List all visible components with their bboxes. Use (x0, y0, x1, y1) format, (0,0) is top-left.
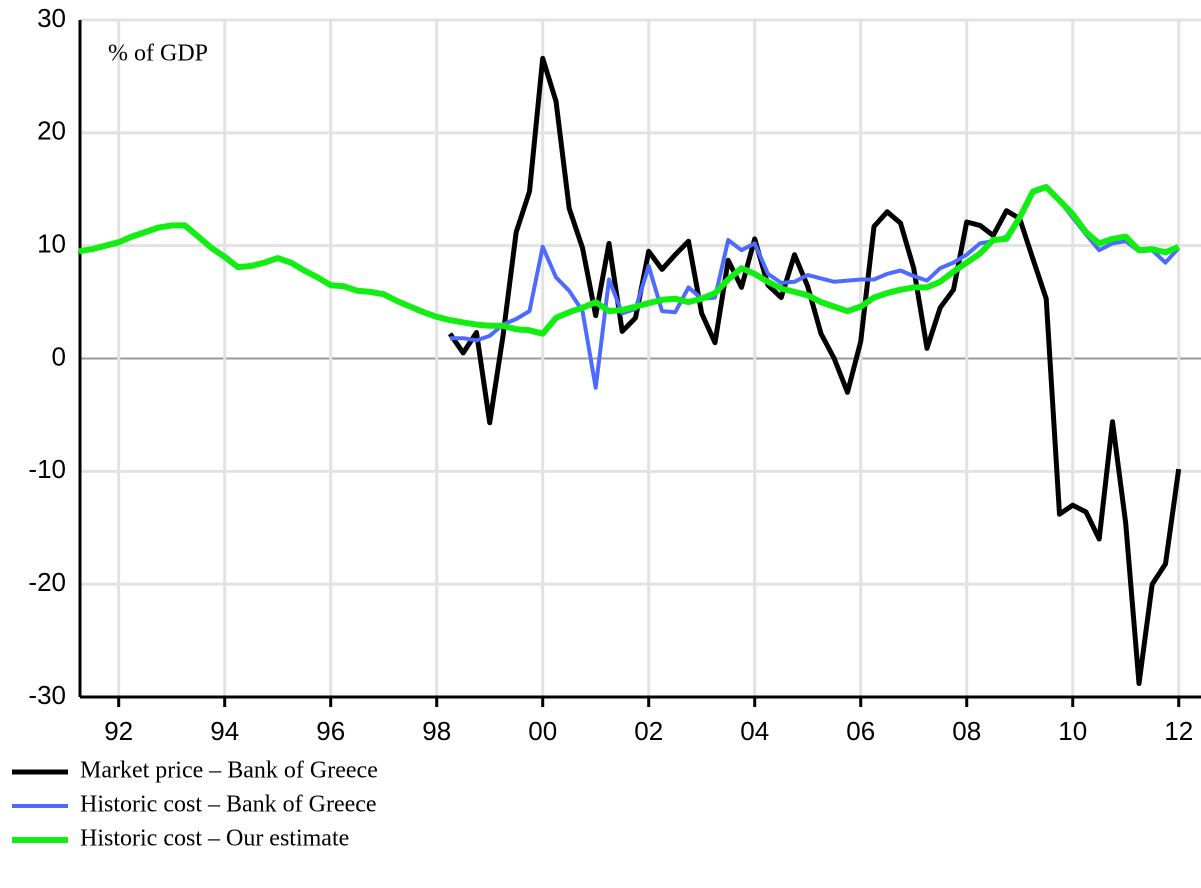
legend-label: Historic cost – Bank of Greece (80, 792, 377, 818)
x-tick-label: 02 (634, 716, 663, 746)
y-tick-label: -20 (28, 567, 66, 597)
y-tick-label: -10 (28, 454, 66, 484)
annotation: % of GDP (108, 41, 208, 67)
y-tick-label: 20 (37, 116, 66, 146)
x-tick-label: 94 (210, 716, 239, 746)
x-tick-label: 10 (1058, 716, 1087, 746)
series-line (447, 55, 1182, 686)
legend-label: Historic cost – Our estimate (80, 826, 349, 852)
x-tick-label: 08 (952, 716, 981, 746)
x-tick-label: 06 (846, 716, 875, 746)
x-tick-label: 98 (422, 716, 451, 746)
y-tick-label: 10 (37, 229, 66, 259)
x-tick-label: 92 (104, 716, 133, 746)
legend-label: Market price – Bank of Greece (80, 758, 378, 784)
y-tick-label: -30 (28, 680, 66, 710)
x-tick-label: 00 (528, 716, 557, 746)
x-tick-label: 04 (740, 716, 769, 746)
x-tick-label: 12 (1164, 716, 1193, 746)
y-tick-label: 30 (37, 3, 66, 33)
x-tick-label: 96 (316, 716, 345, 746)
series-line (78, 184, 1180, 337)
y-tick-label: 0 (52, 341, 66, 371)
